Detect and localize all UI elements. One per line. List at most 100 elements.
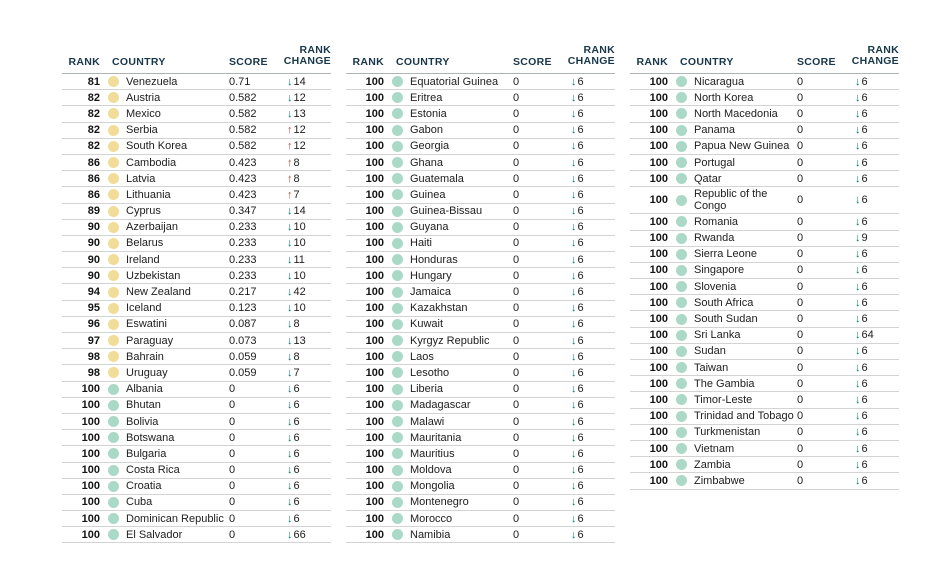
table-row: 100 Guinea 0 ↓6 bbox=[346, 187, 615, 204]
table-row: 100 Republic of the Congo 0 ↓6 bbox=[630, 187, 899, 215]
rank-change-arrow-icon: ↓ bbox=[287, 480, 293, 493]
score-value: 0 bbox=[229, 431, 236, 444]
table-row: 82 South Korea 0.582 ↑12 bbox=[62, 139, 331, 155]
rank-value: 100 bbox=[649, 313, 668, 326]
score-value: 0.582 bbox=[229, 107, 257, 120]
country-name: North Macedonia bbox=[694, 107, 778, 120]
score-value: 0.582 bbox=[229, 91, 257, 104]
rank-change-arrow-icon: ↓ bbox=[571, 480, 577, 493]
score-dot-icon bbox=[391, 432, 403, 444]
rank-change-value: 12 bbox=[293, 140, 306, 153]
rank-change-value: 6 bbox=[577, 464, 584, 477]
country-name: Rwanda bbox=[694, 232, 735, 245]
rank-value: 100 bbox=[365, 366, 384, 379]
country-name: Zambia bbox=[694, 458, 731, 471]
score-dot-icon bbox=[675, 394, 687, 406]
rank-change-value: 12 bbox=[293, 124, 306, 137]
score-value: 0 bbox=[797, 361, 804, 374]
score-value: 0.423 bbox=[229, 156, 257, 169]
rank-value: 82 bbox=[87, 140, 100, 153]
rank-change-cell: ↓6 bbox=[849, 124, 899, 136]
rank-change-arrow-icon: ↓ bbox=[571, 431, 577, 444]
country-name: Mauritius bbox=[410, 447, 455, 460]
table-row: 86 Latvia 0.423 ↑8 bbox=[62, 171, 331, 188]
table-row: 100 Bhutan 0 ↓6 bbox=[62, 398, 331, 414]
table-row: 100 Romania 0 ↓6 bbox=[630, 214, 899, 231]
score-value: 0 bbox=[229, 383, 236, 396]
rank-value: 100 bbox=[649, 232, 668, 245]
rank-value: 100 bbox=[649, 426, 668, 439]
table-row: 100 South Africa 0 ↓6 bbox=[630, 295, 899, 312]
country-name: Guinea-Bissau bbox=[410, 205, 483, 218]
rank-change-value: 6 bbox=[577, 383, 584, 396]
score-dot-icon bbox=[107, 318, 119, 330]
table-body: 81 Venezuela 0.71 ↓14 82 Austria 0.582 ↓… bbox=[62, 74, 331, 544]
rank-change-arrow-icon: ↓ bbox=[571, 286, 577, 299]
rank-change-arrow-icon: ↓ bbox=[571, 140, 577, 153]
rank-value: 100 bbox=[649, 91, 668, 104]
score-dot-icon bbox=[391, 92, 403, 104]
score-value: 0 bbox=[797, 296, 804, 309]
table-row: 100 Mauritius 0 ↓6 bbox=[346, 446, 615, 463]
rank-change-cell: ↑7 bbox=[281, 189, 331, 201]
rank-value: 100 bbox=[365, 318, 384, 331]
score-dot-icon bbox=[675, 232, 687, 244]
table-row: 86 Cambodia 0.423 ↑8 bbox=[62, 155, 331, 172]
score-dot-icon bbox=[675, 297, 687, 309]
rank-change-cell: ↓6 bbox=[565, 399, 615, 411]
rank-change-value: 6 bbox=[577, 124, 584, 137]
table-row: 90 Azerbaijan 0.233 ↓10 bbox=[62, 220, 331, 236]
rank-change-arrow-icon: ↓ bbox=[855, 194, 861, 207]
rank-value: 100 bbox=[365, 528, 384, 541]
rank-change-value: 42 bbox=[293, 286, 306, 299]
rank-change-arrow-icon: ↓ bbox=[287, 91, 293, 104]
rank-change-cell: ↓42 bbox=[281, 286, 331, 298]
rank-value: 100 bbox=[81, 496, 100, 509]
score-value: 0.217 bbox=[229, 286, 257, 299]
country-column-header: COUNTRY bbox=[396, 56, 450, 68]
score-dot-icon bbox=[107, 92, 119, 104]
rank-change-arrow-icon: ↓ bbox=[571, 528, 577, 541]
rank-change-cell: ↓6 bbox=[281, 513, 331, 525]
rank-change-cell: ↓6 bbox=[565, 189, 615, 201]
table-row: 100 Trinidad and Tobago 0 ↓6 bbox=[630, 409, 899, 425]
rank-value: 100 bbox=[649, 458, 668, 471]
country-name: Kyrgyz Republic bbox=[410, 334, 490, 347]
table-row: 100 El Salvador 0 ↓66 bbox=[62, 527, 331, 544]
rank-change-arrow-icon: ↑ bbox=[287, 172, 293, 185]
score-value: 0 bbox=[513, 156, 520, 169]
score-dot-icon bbox=[391, 205, 403, 217]
score-value: 0 bbox=[797, 107, 804, 120]
rank-change-value: 6 bbox=[293, 496, 300, 509]
score-dot-icon bbox=[675, 410, 687, 422]
rank-change-value: 6 bbox=[577, 415, 584, 428]
rank-change-cell: ↓6 bbox=[849, 410, 899, 422]
rank-change-cell: ↓6 bbox=[565, 205, 615, 217]
score-dot-icon bbox=[107, 367, 119, 379]
score-dot-icon bbox=[391, 416, 403, 428]
rank-value: 100 bbox=[365, 302, 384, 315]
score-value: 0 bbox=[229, 399, 236, 412]
table-row: 96 Eswatini 0.087 ↓8 bbox=[62, 317, 331, 333]
rank-change-arrow-icon: ↓ bbox=[287, 286, 293, 299]
rank-change-value: 6 bbox=[861, 280, 868, 293]
country-name: Costa Rica bbox=[126, 464, 180, 477]
ranking-table-2: RANK COUNTRY SCORE RANK CHANGE 100 Equat… bbox=[346, 38, 615, 544]
country-name: Lesotho bbox=[410, 366, 450, 379]
rank-change-value: 13 bbox=[293, 107, 306, 120]
score-value: 0.073 bbox=[229, 334, 257, 347]
rank-change-cell: ↓8 bbox=[281, 351, 331, 363]
country-name: North Korea bbox=[694, 91, 754, 104]
score-dot-icon bbox=[391, 399, 403, 411]
country-name: Sierra Leone bbox=[694, 248, 757, 261]
score-dot-icon bbox=[107, 173, 119, 185]
country-name: Iceland bbox=[126, 302, 162, 315]
score-value: 0 bbox=[797, 329, 804, 342]
country-name: Estonia bbox=[410, 107, 447, 120]
table-row: 100 Guatemala 0 ↓6 bbox=[346, 171, 615, 188]
table-row: 100 Madagascar 0 ↓6 bbox=[346, 398, 615, 414]
table-row: 97 Paraguay 0.073 ↓13 bbox=[62, 333, 331, 350]
rank-change-cell: ↓6 bbox=[565, 383, 615, 395]
rank-change-arrow-icon: ↓ bbox=[571, 464, 577, 477]
score-value: 0 bbox=[797, 313, 804, 326]
